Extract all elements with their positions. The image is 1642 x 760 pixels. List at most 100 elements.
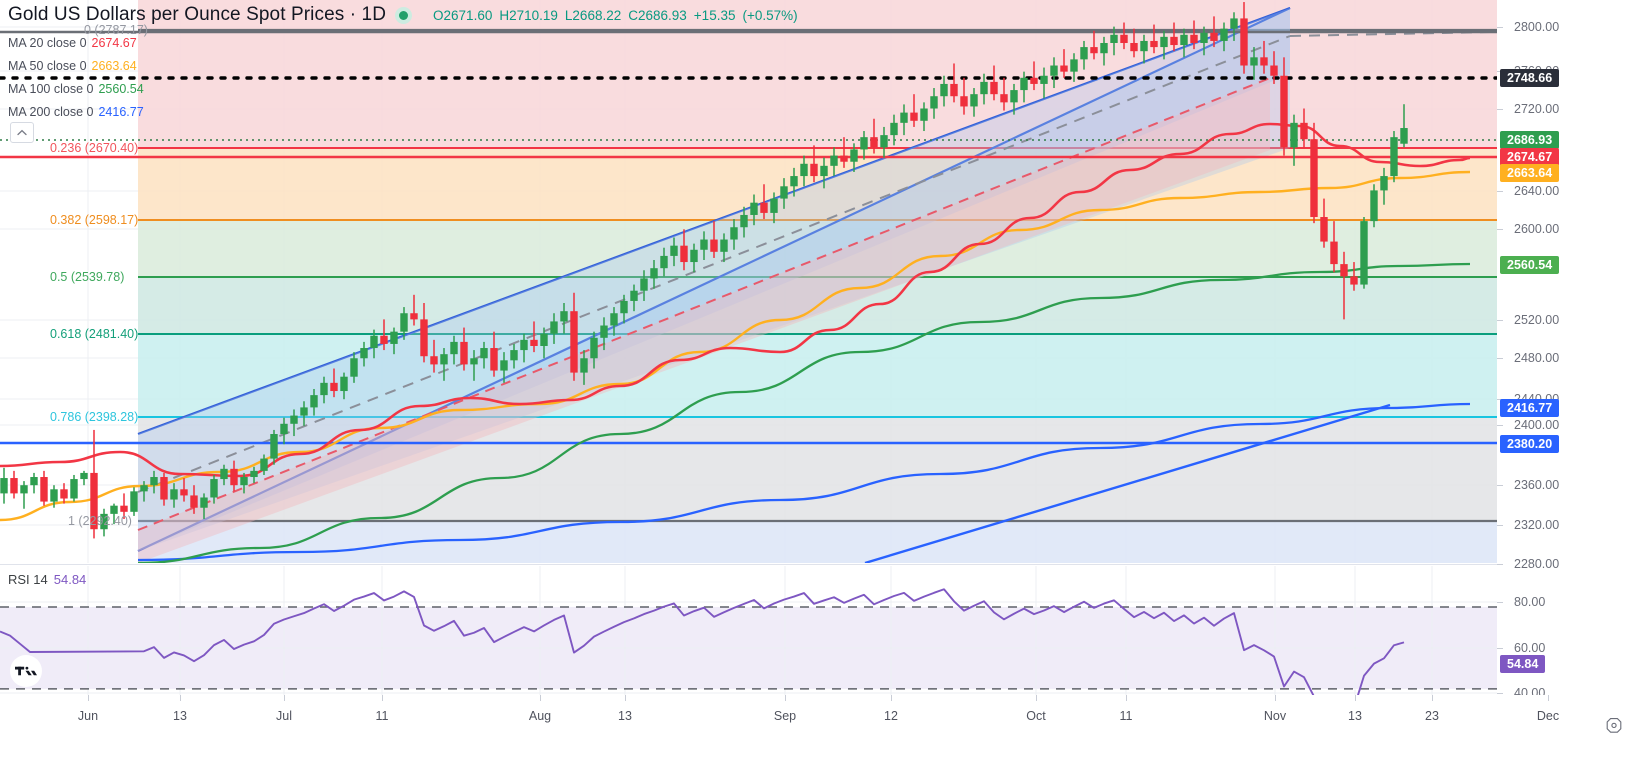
price-axis-tick: 2640.00 xyxy=(1514,184,1560,198)
time-axis-tick: Oct xyxy=(1026,709,1046,723)
time-tick-mark xyxy=(1355,695,1356,701)
price-badge[interactable]: 2663.64 xyxy=(1500,164,1560,182)
time-axis-tick: Nov xyxy=(1263,709,1287,723)
chart-header: Gold US Dollars per Ounce Spot Prices · … xyxy=(8,4,805,26)
time-axis-tick: Sep xyxy=(773,709,797,723)
price-axis-tick: 2600.00 xyxy=(1514,222,1560,236)
ohlc-open-label: O xyxy=(433,7,444,23)
time-axis[interactable]: Jun 13 Jul 11 Aug 13 Sep 12 Oct 11 Nov 13 23 Dec xyxy=(0,695,1642,760)
ohlc-high-label: H xyxy=(499,7,510,23)
price-badge[interactable]: 2380.20 xyxy=(1500,435,1560,453)
rsi-tick-mark xyxy=(1497,648,1503,649)
tradingview-logo-icon[interactable] xyxy=(10,655,42,687)
fib-level-label-0-382: 0.382 (2598.17) xyxy=(50,213,139,227)
price-badge[interactable]: 2748.66 xyxy=(1500,69,1560,87)
price-badge[interactable]: 2686.93 xyxy=(1500,131,1560,149)
price-pane[interactable] xyxy=(0,0,1497,563)
price-tick-mark xyxy=(1497,358,1503,359)
price-tick-mark xyxy=(1497,564,1503,565)
fib-level-label-0-5: 0.5 (2539.78) xyxy=(50,270,125,284)
rsi-axis-tick: 60.00 xyxy=(1514,641,1546,655)
price-axis-tick: 2520.00 xyxy=(1514,313,1560,327)
price-badge[interactable]: 2674.67 xyxy=(1500,148,1560,166)
time-tick-mark xyxy=(1548,695,1549,701)
time-axis-tick: Jul xyxy=(276,709,292,723)
price-tick-mark xyxy=(1497,109,1503,110)
price-axis-tick: 2480.00 xyxy=(1514,351,1560,365)
price-tick-mark xyxy=(1497,525,1503,526)
time-tick-mark xyxy=(284,695,285,701)
price-axis-tick: 2800.00 xyxy=(1514,20,1560,34)
ma-legend-label: MA 20 close 0 xyxy=(8,36,87,50)
time-tick-mark xyxy=(180,695,181,701)
ma-legend-row-1[interactable]: MA 20 close 0 2674.67 xyxy=(8,32,144,55)
ma-legend-label: MA 200 close 0 xyxy=(8,105,94,119)
time-tick-mark xyxy=(88,695,89,701)
time-tick-mark xyxy=(1036,695,1037,701)
price-axis-tick: 2400.00 xyxy=(1514,418,1560,432)
rsi-value: 54.84 xyxy=(53,572,87,587)
price-badge[interactable]: 2560.54 xyxy=(1500,256,1560,274)
ma-legend-label: MA 50 close 0 xyxy=(8,59,87,73)
ma-legend-value: 2674.67 xyxy=(91,36,137,50)
ma-legend-row-2[interactable]: MA 50 close 0 2663.64 xyxy=(8,55,144,78)
time-axis-tick: 13 xyxy=(173,709,187,723)
ma-legend-value: 2663.64 xyxy=(91,59,137,73)
ma-legend-row-3[interactable]: MA 100 close 0 2560.54 xyxy=(8,78,144,101)
rsi-tick-mark xyxy=(1497,693,1503,694)
price-tick-mark xyxy=(1497,320,1503,321)
time-axis-tick: 23 xyxy=(1425,709,1439,723)
price-tick-mark xyxy=(1497,425,1503,426)
time-tick-mark xyxy=(1275,695,1276,701)
time-tick-mark xyxy=(891,695,892,701)
time-axis-tick: 13 xyxy=(618,709,632,723)
fib-level-label-0-236: 0.236 (2670.40) xyxy=(50,141,139,155)
time-axis-tick: 11 xyxy=(1119,709,1133,723)
ma-legend-value: 2416.77 xyxy=(98,105,144,119)
time-axis-tick: 11 xyxy=(375,709,389,723)
time-tick-mark xyxy=(785,695,786,701)
price-axis-tick: 2280.00 xyxy=(1514,557,1560,571)
chevron-up-icon[interactable] xyxy=(10,122,34,143)
ohlc-open-value: 2671.60 xyxy=(443,7,493,23)
price-tick-mark xyxy=(1497,485,1503,486)
time-axis-tick: Aug xyxy=(528,709,552,723)
rsi-pane[interactable] xyxy=(0,566,1497,695)
ohlc-change: +15.35 xyxy=(693,7,736,23)
time-tick-mark xyxy=(540,695,541,701)
gear-icon[interactable] xyxy=(1604,716,1624,736)
price-tick-mark xyxy=(1497,229,1503,230)
fib-level-label-0: 0 (2787.17) xyxy=(84,23,148,37)
time-axis-tick: Dec xyxy=(1536,709,1560,723)
ohlc-high-value: 2710.19 xyxy=(509,7,558,23)
rsi-badge[interactable]: 54.84 xyxy=(1500,655,1546,673)
rsi-axis-tick: 80.00 xyxy=(1514,595,1546,609)
price-chart-svg[interactable] xyxy=(0,0,1497,563)
ohlc-change-pct: (+0.57%) xyxy=(742,7,798,23)
price-badge[interactable]: 2416.77 xyxy=(1500,399,1560,417)
price-tick-mark xyxy=(1497,27,1503,28)
time-tick-mark xyxy=(1432,695,1433,701)
page-title[interactable]: Gold US Dollars per Ounce Spot Prices · … xyxy=(8,4,387,25)
rsi-label: RSI 14 xyxy=(8,572,48,587)
time-axis-tick: 12 xyxy=(884,709,898,723)
ohlc-close-value: 2686.93 xyxy=(637,7,687,23)
time-tick-mark xyxy=(625,695,626,701)
fib-level-label-1: 1 (2292.40) xyxy=(68,514,132,528)
moving-average-legend[interactable]: MA 20 close 0 2674.67 MA 50 close 0 2663.64… xyxy=(8,32,144,124)
time-axis-tick: 13 xyxy=(1348,709,1362,723)
time-tick-mark xyxy=(382,695,383,701)
fib-level-label-0-618: 0.618 (2481.40) xyxy=(50,327,139,341)
rsi-chart-svg[interactable] xyxy=(0,566,1497,695)
green-circle-icon xyxy=(395,6,413,24)
rsi-legend[interactable]: RSI 14 54.84 xyxy=(8,572,86,587)
ohlc-low-value: 2668.22 xyxy=(572,7,622,23)
ma-legend-row-4[interactable]: MA 200 close 0 2416.77 xyxy=(8,101,144,124)
ma-legend-value: 2560.54 xyxy=(98,82,144,96)
ohlc-close-label: C xyxy=(628,7,638,23)
price-axis-tick: 2720.00 xyxy=(1514,102,1560,116)
price-axis[interactable]: 2800.002760.002720.002640.002600.002520.… xyxy=(1497,0,1642,700)
ma-legend-label: MA 100 close 0 xyxy=(8,82,94,96)
fib-level-label-0-786: 0.786 (2398.28) xyxy=(50,410,139,424)
